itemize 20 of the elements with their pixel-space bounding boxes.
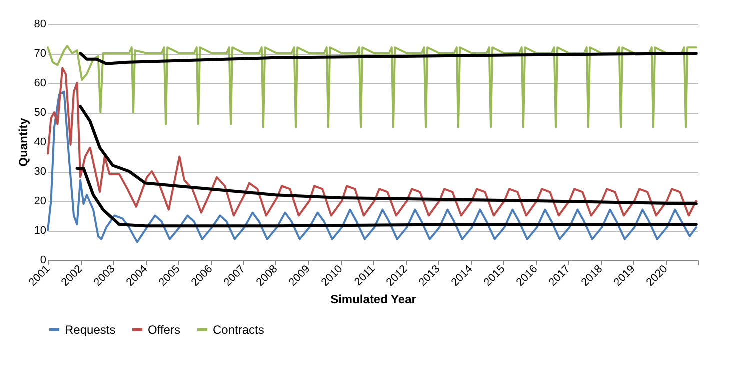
legend-label: Contracts [213, 322, 264, 337]
y-axis-title: Quantity [16, 118, 30, 167]
line-series [79, 52, 698, 66]
y-tick-label: 10 [34, 225, 46, 237]
y-tick-label: 80 [34, 18, 46, 30]
line-series [79, 105, 698, 206]
line-series [47, 45, 698, 128]
y-tick-label: 50 [34, 107, 46, 119]
y-tick-label: 60 [34, 78, 46, 90]
line-series [47, 90, 698, 244]
legend-label: Offers [148, 322, 180, 337]
y-tick-label: 40 [34, 136, 46, 148]
y-tick-label: 0 [40, 254, 46, 266]
y-tick-label: 70 [34, 48, 46, 60]
legend-label: Requests [65, 322, 116, 337]
y-tick-label: 20 [34, 196, 46, 208]
x-axis-title: Simulated Year [330, 292, 417, 306]
line-series [47, 67, 698, 217]
y-tick-label: 30 [34, 166, 46, 178]
line-series [76, 167, 698, 228]
